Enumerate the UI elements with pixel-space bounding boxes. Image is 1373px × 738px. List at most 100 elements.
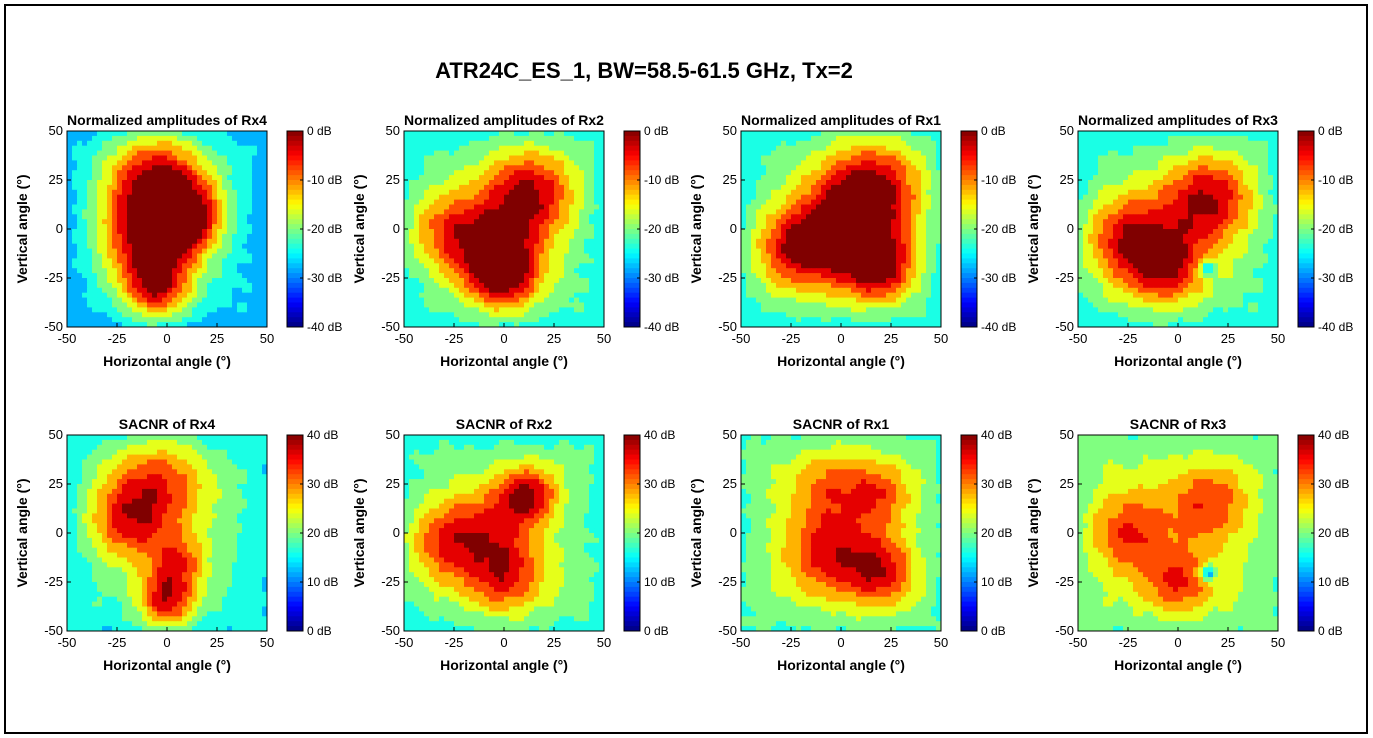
heatmap-cell <box>564 229 570 235</box>
heatmap-cell <box>831 189 837 196</box>
heatmap-cell <box>514 312 520 318</box>
heatmap-cell <box>157 145 163 151</box>
heatmap-cell <box>599 273 605 279</box>
heatmap-cell <box>781 209 787 215</box>
heatmap-cell <box>262 287 268 294</box>
heatmap-cell <box>866 214 872 220</box>
heatmap-cell <box>262 155 268 161</box>
colorbar-step <box>287 238 303 245</box>
heatmap-cell <box>252 253 258 259</box>
heatmap-cell <box>766 297 772 303</box>
heatmap-cell <box>434 199 440 205</box>
heatmap-cell <box>539 233 545 240</box>
colorbar-step <box>287 140 303 147</box>
heatmap-cell <box>424 224 430 230</box>
heatmap-cell <box>821 243 827 249</box>
heatmap-cell <box>761 243 767 249</box>
heatmap-cell <box>147 165 153 171</box>
heatmap-cell <box>881 214 887 220</box>
heatmap-cell <box>771 302 777 308</box>
heatmap-cell <box>222 194 228 200</box>
heatmap-cell <box>594 258 600 264</box>
heatmap-cell <box>756 204 762 210</box>
heatmap-cell <box>72 297 78 303</box>
heatmap-cell <box>544 224 550 230</box>
heatmap-cell <box>122 287 128 294</box>
heatmap-cell <box>781 135 787 142</box>
x-axis-label: Horizontal angle (°) <box>440 353 568 369</box>
heatmap-cell <box>881 278 887 284</box>
heatmap-cell <box>861 219 867 225</box>
heatmap-cell <box>519 263 525 269</box>
heatmap-cell <box>544 175 550 181</box>
heatmap-cell <box>746 322 752 328</box>
heatmap-cell <box>816 229 822 235</box>
heatmap-cell <box>424 229 430 235</box>
heatmap-cell <box>579 224 585 230</box>
heatmap-cell <box>504 219 510 225</box>
heatmap-cell <box>786 273 792 279</box>
heatmap-cell <box>796 263 802 269</box>
heatmap-cell <box>519 243 525 249</box>
heatmap-cell <box>474 312 480 318</box>
heatmap-cell <box>192 273 198 279</box>
heatmap-cell <box>237 175 243 181</box>
heatmap-cell <box>102 268 108 274</box>
heatmap-cell <box>916 204 922 210</box>
heatmap-cell <box>92 307 98 313</box>
heatmap-cell <box>901 263 907 269</box>
heatmap-cell <box>479 302 485 308</box>
heatmap-cell <box>192 145 198 151</box>
heatmap-cell <box>469 135 475 142</box>
heatmap-cell <box>509 248 515 254</box>
heatmap-cell <box>821 224 827 230</box>
heatmap-cell <box>851 131 857 137</box>
heatmap-cell <box>117 243 123 249</box>
heatmap-cell <box>172 229 178 235</box>
heatmap-cell <box>564 253 570 259</box>
heatmap-cell <box>92 258 98 264</box>
heatmap-cell <box>926 248 932 254</box>
heatmap-cell <box>599 160 605 166</box>
heatmap-cell <box>534 258 540 264</box>
heatmap-cell <box>414 253 420 259</box>
heatmap-cell <box>77 273 83 279</box>
heatmap-cell <box>811 322 817 328</box>
heatmap-cell <box>137 165 143 171</box>
heatmap-cell <box>217 224 223 230</box>
heatmap-cell <box>177 140 183 147</box>
heatmap-cell <box>891 233 897 240</box>
heatmap-cell <box>102 189 108 196</box>
heatmap-cell <box>484 131 490 137</box>
heatmap-cell <box>926 194 932 200</box>
heatmap-cell <box>871 317 877 323</box>
heatmap-cell <box>846 302 852 308</box>
heatmap-cell <box>257 131 263 137</box>
colorbar-step <box>624 145 640 151</box>
heatmap-cell <box>187 258 193 264</box>
heatmap-cell <box>147 312 153 318</box>
heatmap-cell <box>202 253 208 259</box>
heatmap-cell <box>564 307 570 313</box>
heatmap-cell <box>262 170 268 176</box>
heatmap-cell <box>896 165 902 171</box>
heatmap-cell <box>197 184 203 191</box>
colorbar-step <box>961 140 977 147</box>
heatmap-cell <box>132 248 138 254</box>
heatmap-cell <box>544 287 550 294</box>
heatmap-cell <box>167 170 173 176</box>
heatmap-cell <box>901 243 907 249</box>
heatmap-cell <box>876 322 882 328</box>
heatmap-cell <box>836 243 842 249</box>
heatmap-cell <box>811 175 817 181</box>
heatmap-cell <box>549 131 555 137</box>
heatmap-cell <box>876 180 882 186</box>
heatmap-cell <box>97 302 103 308</box>
heatmap-cell <box>499 317 505 323</box>
heatmap-cell <box>866 155 872 161</box>
heatmap-cell <box>419 268 425 274</box>
heatmap-cell <box>921 165 927 171</box>
heatmap-cell <box>751 140 757 147</box>
heatmap-cell <box>741 317 747 323</box>
heatmap-cell <box>514 229 520 235</box>
